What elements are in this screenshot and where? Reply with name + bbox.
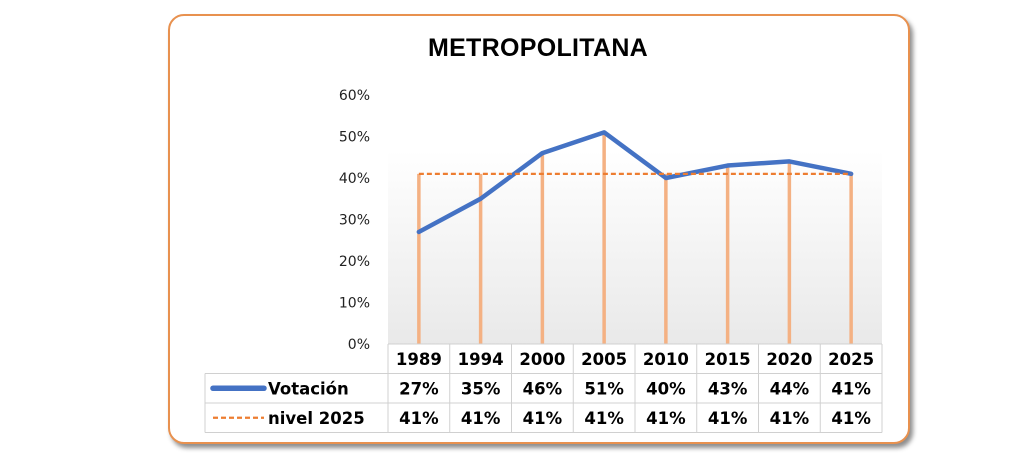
category-label: 2000 xyxy=(519,350,565,369)
data-label: 41% xyxy=(399,409,439,428)
data-label: 41% xyxy=(831,409,871,428)
y-tick-label: 60% xyxy=(339,88,370,104)
series-line-votacion xyxy=(416,130,854,235)
category-label: 1994 xyxy=(458,350,504,369)
legend-label: Votación xyxy=(268,380,349,399)
data-label: 41% xyxy=(646,409,686,428)
data-label: 41% xyxy=(770,409,810,428)
category-label: 2005 xyxy=(581,350,627,369)
y-tick-label: 40% xyxy=(339,171,370,187)
data-label: 44% xyxy=(770,380,810,399)
y-tick-label: 0% xyxy=(348,337,370,353)
category-label: 2015 xyxy=(705,350,751,369)
y-tick-label: 20% xyxy=(339,254,370,270)
y-tick-label: 50% xyxy=(339,130,370,146)
category-label: 2010 xyxy=(643,350,689,369)
plot-background xyxy=(388,150,882,344)
category-label: 1989 xyxy=(396,350,442,369)
data-label: 35% xyxy=(461,380,501,399)
y-tick-label: 30% xyxy=(339,213,370,229)
chart-title: METROPOLITANA xyxy=(427,34,649,62)
data-label: 41% xyxy=(831,380,871,399)
legend-label: nivel 2025 xyxy=(268,409,365,428)
y-tick-label: 10% xyxy=(339,296,370,312)
data-label: 41% xyxy=(708,409,748,428)
data-label: 41% xyxy=(523,409,563,428)
data-label: 41% xyxy=(461,409,501,428)
data-label: 46% xyxy=(523,380,563,399)
category-label: 2025 xyxy=(828,350,874,369)
data-label: 40% xyxy=(646,380,686,399)
data-label: 41% xyxy=(584,409,624,428)
data-label: 51% xyxy=(584,380,624,399)
category-label: 2020 xyxy=(766,350,812,369)
data-label: 43% xyxy=(708,380,748,399)
data-label: 27% xyxy=(399,380,439,399)
